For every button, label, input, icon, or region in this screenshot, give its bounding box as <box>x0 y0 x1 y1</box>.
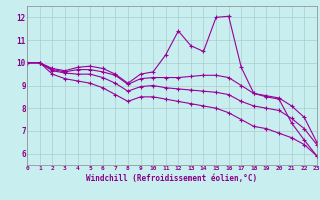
X-axis label: Windchill (Refroidissement éolien,°C): Windchill (Refroidissement éolien,°C) <box>86 174 258 183</box>
